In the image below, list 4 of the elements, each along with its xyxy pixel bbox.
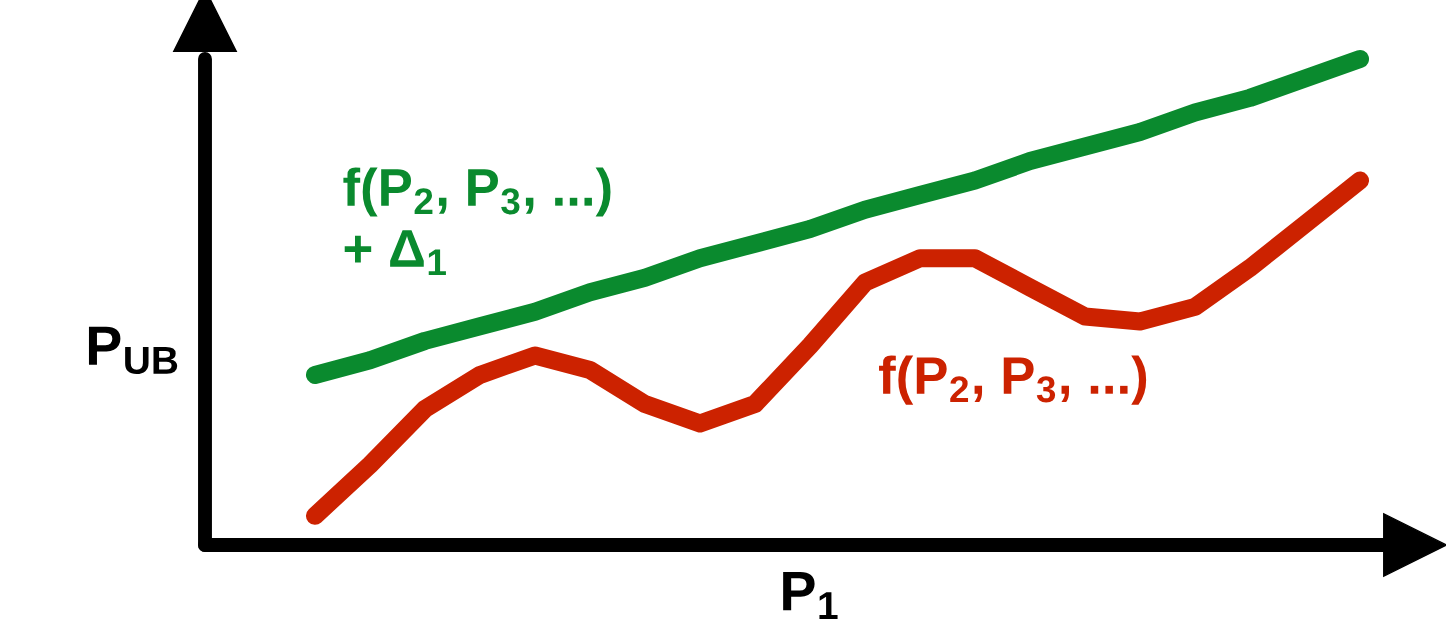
series-label: f(P$_{2}$, P$_{3}$, ...) <box>879 355 1147 405</box>
x-axis-title: P$_{1}$ <box>783 571 838 619</box>
text: f(P$_{2}$, P$_{3}$, ...) + Δ$_{1}$ <box>343 167 611 276</box>
y-axis-title: P$_{UB}$ <box>88 326 178 375</box>
